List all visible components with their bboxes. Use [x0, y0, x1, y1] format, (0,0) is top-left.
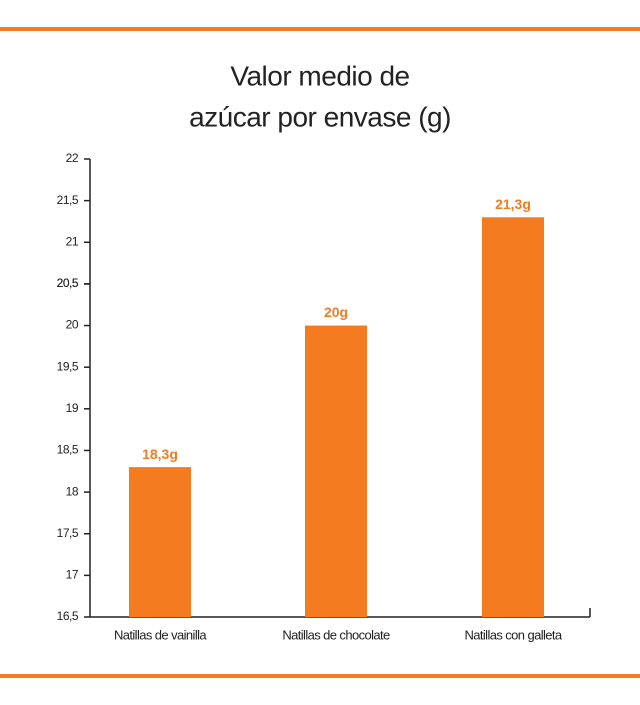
value-label: 20g [324, 304, 348, 320]
y-tick-label: 19 [66, 401, 79, 415]
y-tick-label: 21,5 [57, 193, 79, 207]
bar [129, 467, 191, 617]
y-tick-label: 18,5 [57, 443, 79, 457]
value-label: 21,3g [495, 196, 531, 212]
y-tick-label: 17,5 [57, 526, 79, 540]
y-tick-label: 22 [66, 151, 79, 165]
chart-title: Valor medio de [230, 60, 409, 91]
chart-subtitle: azúcar por envase (g) [189, 101, 451, 132]
value-label: 18,3g [142, 446, 178, 462]
y-tick-label: 17 [66, 568, 79, 582]
x-tick-label: Natillas con galleta [464, 627, 562, 642]
bar [305, 325, 367, 617]
x-tick-label: Natillas de vainilla [114, 627, 207, 642]
y-tick-label: 20 [66, 318, 79, 332]
y-tick-label: 20,5 [57, 276, 79, 290]
y-tick-label: 20,5 [57, 276, 79, 290]
y-tick-label: 19,5 [57, 359, 79, 373]
bottom-rule [0, 674, 640, 678]
top-rule [0, 27, 640, 31]
y-tick-label: 16,5 [57, 609, 79, 623]
y-tick-label: 18 [66, 484, 79, 498]
y-tick-label: 21 [66, 234, 79, 248]
bar [482, 217, 544, 618]
x-tick-label: Natillas de chocolate [282, 627, 390, 642]
